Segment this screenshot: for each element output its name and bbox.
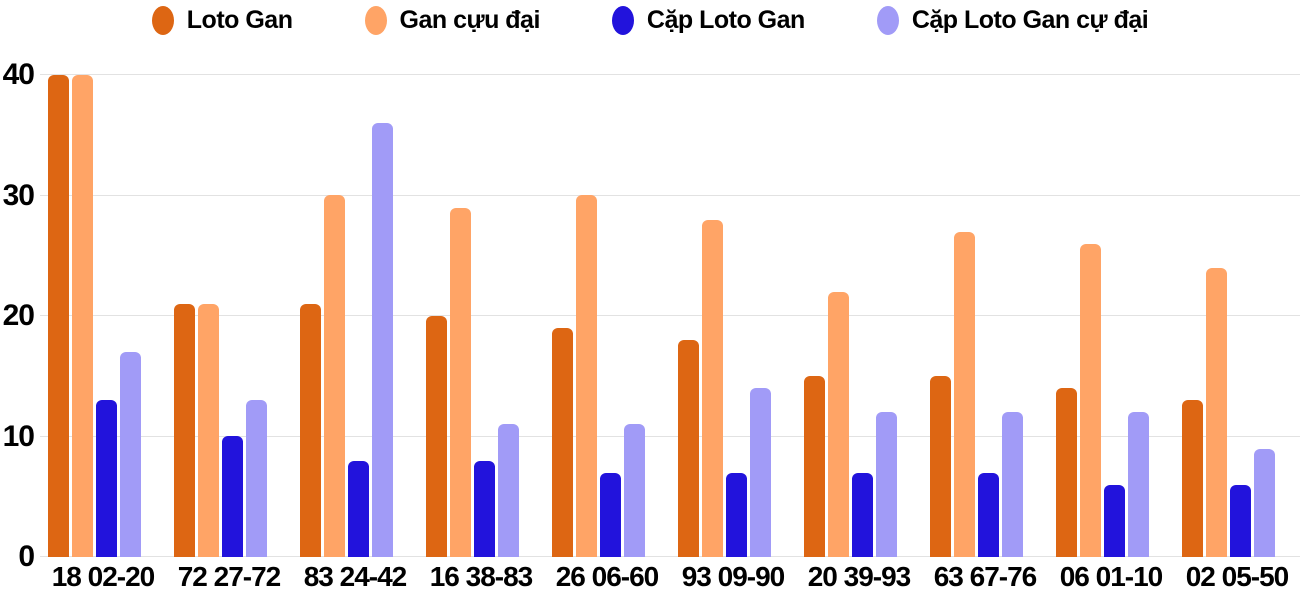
bar-group-06-01-10 (1048, 75, 1174, 557)
bar-gan-cựu-đại-72-27-72[interactable] (198, 304, 219, 557)
bar-cặp-loto-gan-cự-đại-26-06-60[interactable] (624, 424, 645, 557)
bar-loto-gan-20-39-93[interactable] (804, 376, 825, 557)
bar-cặp-loto-gan-cự-đại-93-09-90[interactable] (750, 388, 771, 557)
bar-loto-gan-93-09-90[interactable] (678, 340, 699, 557)
bar-gan-cựu-đại-16-38-83[interactable] (450, 208, 471, 557)
legend-label: Cặp Loto Gan (646, 6, 805, 34)
bar-cặp-loto-gan-cự-đại-20-39-93[interactable] (876, 412, 897, 557)
bar-cặp-loto-gan-cự-đại-06-01-10[interactable] (1128, 412, 1149, 557)
bar-cặp-loto-gan-93-09-90[interactable] (726, 473, 747, 557)
x-axis-label-18-02-20: 18 02-20 (51, 561, 156, 592)
bar-loto-gan-02-05-50[interactable] (1182, 400, 1203, 557)
x-axis-label-72-27-72: 72 27-72 (177, 561, 282, 592)
bar-cặp-loto-gan-72-27-72[interactable] (222, 436, 243, 557)
gan-cuu-dai-dot-icon (364, 6, 387, 35)
bar-groups (40, 75, 1300, 557)
bar-cặp-loto-gan-20-39-93[interactable] (852, 473, 873, 557)
y-axis-tick-10: 10 (2, 419, 35, 453)
gridline-10 (40, 435, 1300, 437)
legend-label: Cặp Loto Gan cự đại (911, 6, 1149, 34)
bar-cặp-loto-gan-26-06-60[interactable] (600, 473, 621, 557)
bar-cặp-loto-gan-cự-đại-83-24-42[interactable] (372, 123, 393, 557)
y-axis-tick-40: 40 (2, 58, 35, 91)
gridline-0 (40, 556, 1300, 557)
bar-loto-gan-18-02-20[interactable] (48, 75, 69, 557)
legend-item-1[interactable]: Loto Gan (151, 6, 293, 35)
plot-area: 0 10 20 30 40 (3, 60, 1300, 572)
legend-label: Loto Gan (186, 6, 293, 34)
bar-group-20-39-93 (796, 75, 922, 557)
bar-group-02-05-50 (1174, 75, 1300, 557)
bar-loto-gan-26-06-60[interactable] (552, 328, 573, 557)
bar-cặp-loto-gan-16-38-83[interactable] (474, 461, 495, 557)
y-axis-tick-30: 30 (2, 178, 35, 212)
bar-cặp-loto-gan-cự-đại-02-05-50[interactable] (1254, 449, 1275, 557)
bar-cặp-loto-gan-18-02-20[interactable] (96, 400, 117, 557)
bar-gan-cựu-đại-63-67-76[interactable] (954, 232, 975, 557)
y-axis-tick-0: 0 (18, 540, 35, 573)
x-axis-label-02-05-50: 02 05-50 (1185, 561, 1290, 592)
gridline-40 (40, 74, 1300, 75)
x-axis-label-20-39-93: 20 39-93 (807, 561, 912, 592)
bar-loto-gan-72-27-72[interactable] (174, 304, 195, 557)
bar-cặp-loto-gan-02-05-50[interactable] (1230, 485, 1251, 557)
x-axis-label-16-38-83: 16 38-83 (429, 561, 534, 592)
bar-cặp-loto-gan-cự-đại-72-27-72[interactable] (246, 400, 267, 557)
x-axis-label-93-09-90: 93 09-90 (681, 561, 786, 592)
bar-gan-cựu-đại-83-24-42[interactable] (324, 195, 345, 557)
bar-loto-gan-63-67-76[interactable] (930, 376, 951, 557)
cap-loto-gan-cu-dai-dot-icon (876, 6, 899, 35)
gridline-30 (40, 194, 1300, 196)
legend-item-3[interactable]: Cặp Loto Gan (611, 6, 805, 35)
bar-group-63-67-76 (922, 75, 1048, 557)
y-axis-tick-20: 20 (2, 299, 35, 332)
bar-cặp-loto-gan-63-67-76[interactable] (978, 473, 999, 557)
legend-label: Gan cựu đại (399, 6, 541, 34)
bar-gan-cựu-đại-93-09-90[interactable] (702, 220, 723, 557)
bar-gan-cựu-đại-18-02-20[interactable] (72, 75, 93, 557)
loto-gan-dot-icon (151, 6, 174, 35)
bar-group-26-06-60 (544, 75, 670, 557)
bar-cặp-loto-gan-83-24-42[interactable] (348, 461, 369, 557)
bar-cặp-loto-gan-cự-đại-63-67-76[interactable] (1002, 412, 1023, 557)
x-axis-label-83-24-42: 83 24-42 (303, 561, 408, 592)
bar-gan-cựu-đại-20-39-93[interactable] (828, 292, 849, 557)
bar-cặp-loto-gan-cự-đại-16-38-83[interactable] (498, 424, 519, 557)
gridline-20 (40, 315, 1300, 316)
bar-gan-cựu-đại-26-06-60[interactable] (576, 195, 597, 557)
bar-group-72-27-72 (166, 75, 292, 557)
bar-cặp-loto-gan-cự-đại-18-02-20[interactable] (120, 352, 141, 557)
bar-loto-gan-06-01-10[interactable] (1056, 388, 1077, 557)
bar-gan-cựu-đại-06-01-10[interactable] (1080, 244, 1101, 557)
legend-item-4[interactable]: Cặp Loto Gan cự đại (876, 6, 1149, 35)
bar-gan-cựu-đại-02-05-50[interactable] (1206, 268, 1227, 557)
bar-group-93-09-90 (670, 75, 796, 557)
legend-item-2[interactable]: Gan cựu đại (364, 6, 541, 35)
bar-cặp-loto-gan-06-01-10[interactable] (1104, 485, 1125, 557)
x-axis-label-06-01-10: 06 01-10 (1059, 561, 1164, 592)
x-axis-label-26-06-60: 26 06-60 (555, 561, 660, 592)
x-axis-label-63-67-76: 63 67-76 (933, 561, 1038, 592)
bar-group-18-02-20 (40, 75, 166, 557)
x-axis-labels: 18 02-20 72 27-72 83 24-42 16 38-83 26 06-60… (40, 561, 1300, 593)
bar-loto-gan-16-38-83[interactable] (426, 316, 447, 557)
bar-loto-gan-83-24-42[interactable] (300, 304, 321, 557)
bar-group-16-38-83 (418, 75, 544, 557)
cap-loto-gan-dot-icon (611, 6, 634, 35)
chart-legend: Loto Gan Gan cựu đại Cặp Loto Gan Cặp Loto … (0, 6, 1300, 35)
bar-group-83-24-42 (292, 75, 418, 557)
